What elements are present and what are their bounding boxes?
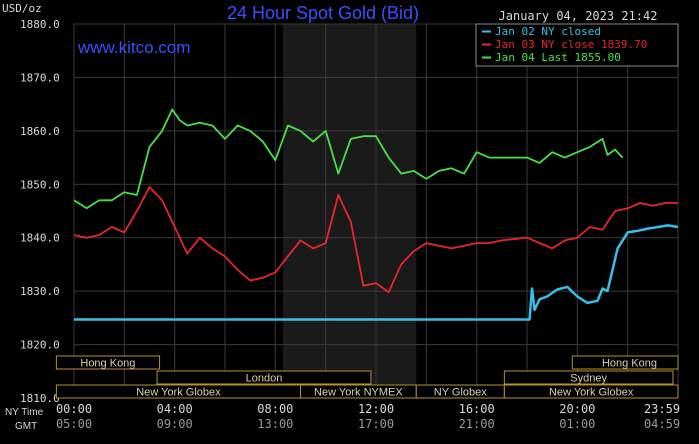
legend-box (475, 23, 679, 67)
legend-label-jan02: Jan 02 NY closed (495, 25, 601, 38)
legend-label-jan03: Jan 03 NY close 1839.70 (495, 38, 647, 51)
x-tick-label-ny: 04:00 (157, 402, 193, 416)
x-tick-label-ny: 12:00 (358, 402, 394, 416)
chart-grid (73, 23, 679, 399)
market-bar (571, 355, 679, 370)
market-bar-label: London (246, 373, 283, 385)
x-axis-gmt-label: GMT (15, 421, 37, 432)
y-tick-label: 1870.0 (20, 71, 60, 84)
y-tick-label: 1830.0 (20, 285, 60, 298)
x-tick-label-gmt: 09:00 (157, 417, 193, 431)
x-axis-ny-label: NY Time (5, 407, 44, 418)
x-tick-label-gmt: 05:00 (56, 417, 92, 431)
market-bar-label: New York Globex (549, 387, 634, 399)
x-tick-label-gmt: 21:00 (459, 417, 495, 431)
y-tick-label: 1880.0 (20, 18, 60, 31)
y-tick-label: 1850.0 (20, 178, 60, 191)
chart-title: 24 Hour Spot Gold (Bid) (227, 3, 419, 23)
market-bar (503, 384, 679, 399)
series-line-jan04 (73, 108, 624, 210)
legend-label-jan04: Jan 04 Last 1855.00 (495, 51, 621, 64)
market-bar (503, 370, 674, 385)
x-tick-label-ny: 23:59 (644, 402, 680, 416)
x-tick-label-gmt: 17:00 (358, 417, 394, 431)
x-tick-label-ny: 20:00 (559, 402, 595, 416)
series-line-jan02 (74, 224, 679, 321)
y-tick-label: 1820.0 (20, 339, 60, 352)
y-tick-label: 1860.0 (20, 125, 60, 138)
nymex-session-shade-0 (282, 24, 417, 398)
market-bar (156, 370, 372, 385)
y-axis: 1880.0 1870.0 1860.0 1850.0 1840.0 1830.0 1820… (20, 18, 60, 405)
x-tick-label-gmt: 01:00 (559, 417, 595, 431)
chart-header: USD/oz 24 Hour Spot Gold (Bid) January 0… (2, 2, 657, 57)
series-line-jan03 (73, 186, 678, 294)
market-hours-bars: Hong Kong Hong Kong London Sydney New York G… (55, 355, 679, 399)
y-tick-label: 1840.0 (20, 232, 60, 245)
market-bar-label: Sydney (570, 373, 607, 385)
x-tick-label-gmt: 13:00 (257, 417, 293, 431)
x-tick-label-ny: 08:00 (257, 402, 293, 416)
x-tick-label-gmt: 04:59 (644, 417, 680, 431)
chart-timestamp: January 04, 2023 21:42 (499, 9, 658, 23)
session-shading (282, 24, 417, 398)
x-tick-label-ny: 00:00 (56, 402, 92, 416)
market-bar (55, 355, 161, 370)
market-bar-label: Hong Kong (80, 358, 135, 370)
y-axis-label: USD/oz (2, 2, 42, 15)
site-watermark: www.kitco.com (77, 38, 190, 57)
x-tick-label-ny: 16:00 (459, 402, 495, 416)
market-bar-label: Hong Kong (602, 358, 657, 370)
series-lines (73, 108, 679, 321)
market-bar-label: NY Globex (434, 387, 487, 399)
market-bar-label: New York NYMEX (314, 387, 403, 399)
y-tick-label: 1810.0 (20, 392, 60, 405)
market-bar-label: New York Globex (136, 387, 221, 399)
